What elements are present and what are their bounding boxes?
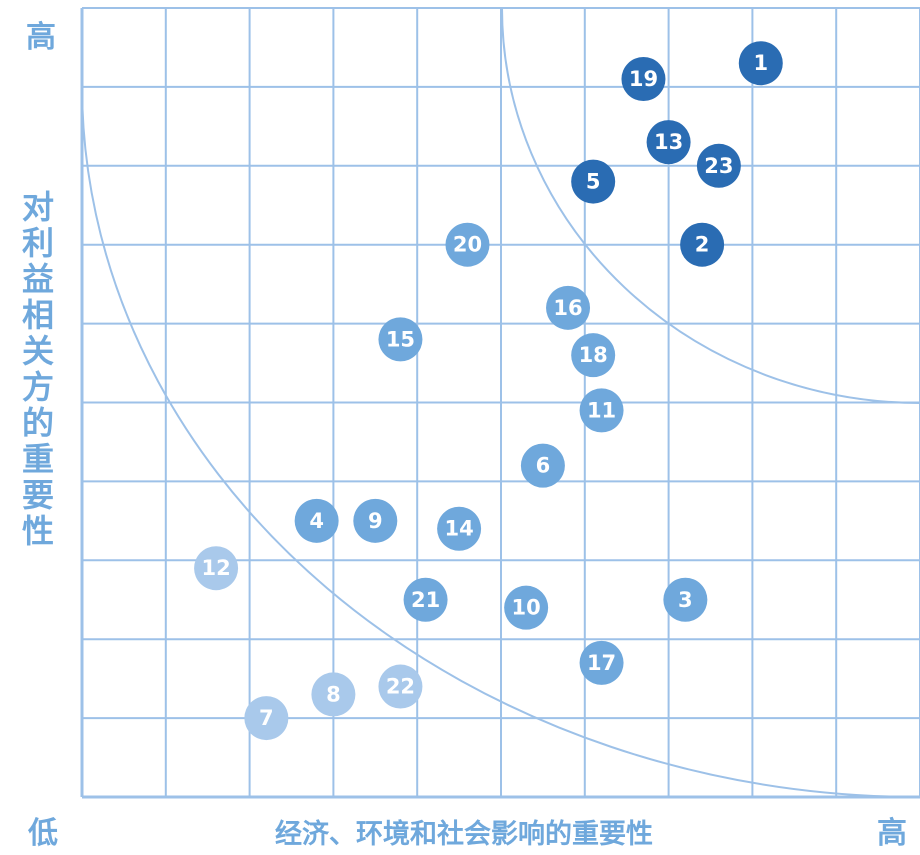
data-point-label: 9 bbox=[368, 509, 383, 533]
data-point-label: 15 bbox=[386, 327, 415, 351]
data-point-marker bbox=[353, 498, 398, 543]
data-point-marker bbox=[378, 664, 423, 709]
data-point-label: 13 bbox=[654, 130, 683, 154]
data-point: 14 bbox=[437, 506, 482, 551]
data-point-marker bbox=[680, 222, 725, 267]
data-point: 20 bbox=[445, 222, 490, 267]
data-point: 19 bbox=[621, 57, 666, 102]
data-point-label: 10 bbox=[512, 596, 541, 620]
data-point: 15 bbox=[378, 317, 423, 362]
data-point-marker bbox=[571, 333, 616, 378]
x-axis-low-label: 低 bbox=[28, 816, 58, 851]
data-point-marker bbox=[403, 577, 448, 622]
data-point: 11 bbox=[579, 388, 624, 433]
data-point-marker bbox=[663, 577, 708, 622]
y-axis-high-label: 高 bbox=[26, 20, 56, 55]
data-point-label: 5 bbox=[586, 170, 601, 194]
threshold-curves bbox=[81, 7, 920, 798]
data-point-marker bbox=[571, 159, 616, 204]
data-point-marker bbox=[244, 696, 289, 741]
data-point: 7 bbox=[244, 696, 289, 741]
data-point: 18 bbox=[571, 333, 616, 378]
grid bbox=[80, 7, 920, 799]
data-point-label: 20 bbox=[453, 233, 482, 257]
data-point-label: 14 bbox=[444, 517, 473, 541]
data-point-label: 23 bbox=[704, 154, 733, 178]
data-point: 3 bbox=[663, 577, 708, 622]
data-point-marker bbox=[294, 498, 339, 543]
data-point: 17 bbox=[579, 640, 624, 685]
data-point: 13 bbox=[646, 120, 691, 165]
data-point: 1 bbox=[738, 41, 783, 86]
data-points: 1 19 13 23 5 2 20 16 15 18 11 6 4 9 14 12 3 21 10 17 8 22 7 bbox=[194, 41, 783, 741]
data-point: 21 bbox=[403, 577, 448, 622]
data-point-marker bbox=[579, 640, 624, 685]
data-point-marker bbox=[646, 120, 691, 165]
data-point-label: 7 bbox=[259, 706, 274, 730]
data-point-marker bbox=[579, 388, 624, 433]
data-point-label: 17 bbox=[587, 651, 616, 675]
data-point-marker bbox=[696, 143, 741, 188]
data-point-label: 1 bbox=[753, 51, 768, 75]
data-point-label: 2 bbox=[695, 233, 710, 257]
data-point-label: 19 bbox=[629, 67, 658, 91]
data-point-marker bbox=[437, 506, 482, 551]
data-point-marker bbox=[546, 285, 591, 330]
data-point-marker bbox=[520, 443, 565, 488]
data-point-label: 22 bbox=[386, 675, 415, 699]
data-point-label: 16 bbox=[553, 296, 582, 320]
data-point-marker bbox=[445, 222, 490, 267]
data-point-marker bbox=[738, 41, 783, 86]
data-point-label: 8 bbox=[326, 682, 341, 706]
x-axis-title: 经济、环境和社会影响的重要性 bbox=[275, 819, 653, 850]
outer-threshold-curve bbox=[501, 7, 920, 404]
data-point: 16 bbox=[546, 285, 591, 330]
data-point-label: 3 bbox=[678, 588, 693, 612]
data-point: 4 bbox=[294, 498, 339, 543]
data-point: 9 bbox=[353, 498, 398, 543]
data-point: 23 bbox=[696, 143, 741, 188]
data-point-marker bbox=[621, 57, 666, 102]
inner-threshold-curve bbox=[81, 84, 920, 798]
data-point: 10 bbox=[504, 585, 549, 630]
y-axis-title: 对利益相关方的重要性 bbox=[17, 190, 55, 550]
data-point: 12 bbox=[194, 546, 239, 591]
data-point-marker bbox=[378, 317, 423, 362]
data-point-label: 4 bbox=[309, 509, 324, 533]
data-point: 5 bbox=[571, 159, 616, 204]
data-point-label: 18 bbox=[579, 343, 608, 367]
data-point: 2 bbox=[680, 222, 725, 267]
x-axis-high-label: 高 bbox=[877, 816, 907, 851]
data-point: 22 bbox=[378, 664, 423, 709]
data-point-marker bbox=[194, 546, 239, 591]
data-point: 6 bbox=[520, 443, 565, 488]
data-point: 8 bbox=[311, 672, 356, 717]
data-point-label: 21 bbox=[411, 588, 440, 612]
data-point-label: 11 bbox=[587, 398, 616, 422]
data-point-label: 6 bbox=[536, 454, 551, 478]
data-point-marker bbox=[504, 585, 549, 630]
data-point-marker bbox=[311, 672, 356, 717]
data-point-label: 12 bbox=[201, 556, 230, 580]
